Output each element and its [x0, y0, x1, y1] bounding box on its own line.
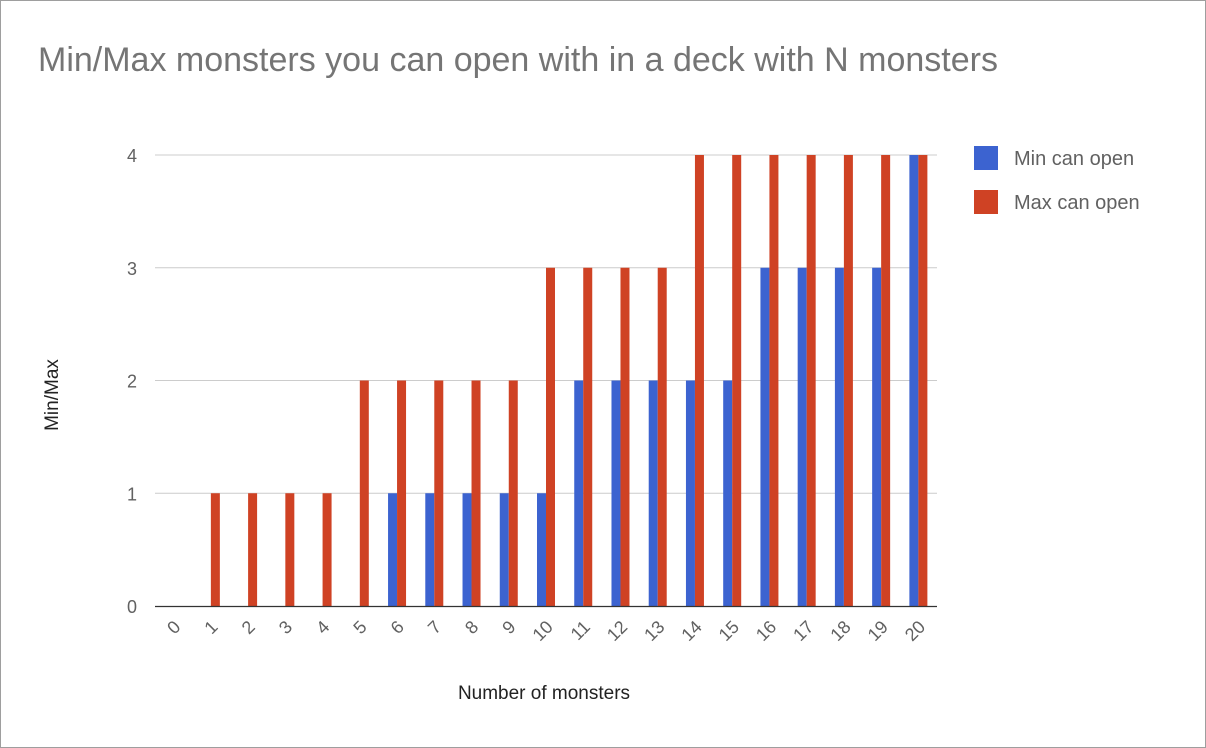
x-tick-label: 19 — [864, 617, 892, 645]
bar-max-can-open — [546, 267, 555, 606]
y-tick-label: 3 — [127, 259, 137, 279]
x-tick-label: 17 — [789, 617, 817, 645]
bar-min-can-open — [760, 267, 770, 606]
legend: Min can open Max can open — [974, 146, 1140, 214]
y-axis-title: Min/Max — [42, 359, 63, 431]
bar-max-can-open — [620, 267, 630, 606]
y-axis-ticks: 0 1 2 3 4 — [127, 146, 137, 617]
x-tick-label: 12 — [603, 617, 631, 645]
bar-max-can-open — [694, 155, 704, 606]
chart-title: Min/Max monsters you can open with in a … — [38, 41, 998, 79]
bar-max-can-open — [359, 380, 369, 606]
y-tick-label: 0 — [127, 597, 137, 617]
x-tick-label: 13 — [640, 617, 668, 645]
bar-min-can-open — [537, 493, 546, 606]
x-tick-label: 11 — [567, 617, 594, 644]
bar-max-can-open — [210, 493, 220, 606]
x-tick-label: 16 — [752, 617, 780, 645]
bar-max-can-open — [657, 267, 667, 606]
bar-max-can-open — [508, 380, 518, 606]
bar-min-can-open — [499, 493, 509, 606]
x-tick-label: 20 — [901, 617, 929, 645]
bars — [210, 155, 928, 606]
bar-max-can-open — [769, 155, 779, 606]
bar-min-can-open — [462, 493, 472, 606]
x-axis-ticks: 0 1 2 3 4 5 6 7 8 9 10 11 12 13 14 15 16 17 18 19 20 — [163, 617, 929, 645]
bar-max-can-open — [248, 493, 258, 606]
x-tick-label: 3 — [275, 617, 296, 638]
bar-min-can-open — [611, 380, 621, 606]
bar-max-can-open — [397, 380, 407, 606]
x-tick-label: 18 — [826, 617, 854, 645]
bar-min-can-open — [872, 267, 882, 606]
y-tick-label: 1 — [127, 484, 137, 504]
bar-min-can-open — [648, 380, 658, 606]
legend-label: Min can open — [1014, 148, 1134, 170]
bar-min-can-open — [574, 380, 584, 606]
bar-min-can-open — [425, 493, 435, 606]
x-tick-label: 4 — [312, 617, 333, 638]
x-tick-label: 1 — [200, 617, 221, 638]
y-tick-label: 2 — [127, 372, 137, 392]
x-tick-label: 9 — [498, 617, 519, 638]
legend-swatch — [974, 190, 998, 214]
x-tick-label: 6 — [387, 617, 408, 638]
x-tick-label: 7 — [424, 617, 445, 638]
bar-min-can-open — [723, 380, 733, 606]
x-tick-label: 8 — [461, 617, 482, 638]
x-tick-label: 2 — [238, 617, 259, 638]
bar-max-can-open — [583, 267, 593, 606]
bar-max-can-open — [732, 155, 742, 606]
bar-max-can-open — [843, 155, 853, 606]
x-tick-label: 15 — [715, 617, 743, 645]
legend-swatch — [974, 146, 998, 170]
bar-max-can-open — [806, 155, 816, 606]
bar-max-can-open — [322, 493, 332, 606]
x-tick-label: 10 — [529, 617, 557, 645]
bar-max-can-open — [918, 155, 928, 606]
x-axis-title: Number of monsters — [458, 683, 630, 704]
bar-min-can-open — [834, 267, 844, 606]
bar-min-can-open — [909, 155, 919, 606]
y-tick-label: 4 — [127, 146, 137, 166]
bar-min-can-open — [685, 380, 695, 606]
bar-min-can-open — [388, 493, 398, 606]
legend-label: Max can open — [1014, 192, 1140, 214]
bar-max-can-open — [471, 380, 481, 606]
bar-max-can-open — [285, 493, 295, 606]
bar-max-can-open — [434, 380, 444, 606]
x-tick-label: 0 — [163, 617, 184, 638]
x-tick-label: 5 — [349, 617, 370, 638]
bar-max-can-open — [881, 155, 891, 606]
x-tick-label: 14 — [677, 617, 705, 645]
bar-min-can-open — [797, 267, 807, 606]
